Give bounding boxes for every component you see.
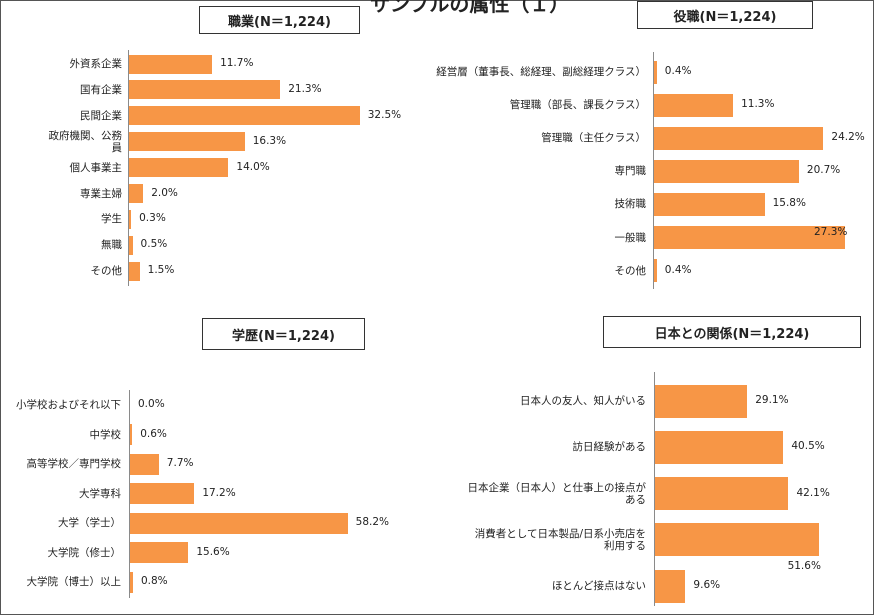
occupation-axis: [128, 50, 129, 286]
occupation-bar: [129, 209, 132, 229]
occupation-category-label: 専業主婦: [80, 187, 122, 200]
occupation-category-label: その他: [90, 265, 123, 278]
occupation-value-label: 14.0%: [236, 160, 270, 173]
japan-bar: [655, 430, 784, 464]
education-value-label: 0.8%: [140, 575, 168, 587]
position-bar: [654, 259, 657, 283]
position-bar: [654, 126, 824, 150]
occupation-category-label: 外資系企業: [69, 58, 123, 70]
occupation-category-label: 政府機関、公務員: [48, 129, 123, 154]
education-category-label: 小学校およびそれ以下: [16, 399, 121, 411]
position-category-label: 管理職（主任クラス）: [541, 132, 646, 145]
occupation-category-label: 個人事業主: [69, 161, 123, 174]
japan-value-label: 40.5%: [791, 440, 825, 453]
japan-value-label: 9.6%: [693, 579, 721, 592]
japan-bar: [655, 523, 819, 557]
occupation-category-label: 学生: [101, 213, 122, 226]
japan-bar: [655, 384, 748, 418]
occupation-value-label: 16.3%: [252, 134, 287, 147]
position-category-label: 一般職: [614, 231, 647, 244]
education-value-label: 7.7%: [166, 457, 194, 469]
position-category-label: その他: [614, 264, 647, 277]
position-category-label: 経営層（董事長、総経理、副総経理クラス）: [436, 66, 646, 78]
education-bar: [130, 453, 159, 475]
occupation-chart-title: 職業(N＝1,224): [199, 6, 360, 34]
occupation-bar: [129, 158, 229, 178]
position-value-label: 20.7%: [806, 164, 841, 177]
japan-category-label: 訪日経験がある: [572, 441, 647, 454]
position-bar: [654, 192, 765, 216]
position-bar: [654, 226, 846, 249]
occupation-bar: [129, 80, 281, 100]
education-chart-title: 学歴(N＝1,224): [202, 318, 365, 350]
education-category-label: 大学専科: [79, 487, 121, 500]
education-category-label: 大学院（博士）以上: [26, 576, 122, 588]
occupation-value-label: 11.7%: [220, 57, 254, 69]
position-value-label: 0.4%: [664, 65, 692, 77]
occupation-value-label: 2.0%: [151, 186, 178, 199]
position-value-label: 11.3%: [741, 98, 775, 111]
position-chart-title: 役職(N＝1,224): [637, 1, 813, 29]
occupation-value-label: 0.3%: [139, 212, 166, 225]
education-category-label: 大学（学士）: [58, 517, 121, 529]
education-category-label: 高等学校／専門学校: [26, 458, 122, 470]
occupation-category-label: 民間企業: [80, 109, 122, 122]
occupation-bar: [129, 235, 133, 255]
position-value-label: 0.4%: [664, 263, 692, 276]
education-value-label: 17.2%: [202, 486, 236, 499]
japan-category-label: ほとんど接点はない: [551, 580, 646, 593]
position-category-label: 専門職: [614, 165, 647, 178]
position-bar: [654, 60, 657, 84]
education-bar: [130, 542, 189, 563]
occupation-bar: [129, 261, 140, 281]
occupation-value-label: 32.5%: [367, 108, 402, 121]
education-value-label: 15.6%: [196, 545, 230, 558]
occupation-value-label: 21.3%: [288, 82, 322, 95]
japan-value-label: 42.1%: [796, 486, 830, 499]
japan-axis: [654, 372, 655, 606]
japan-category-label: 消費者として日本製品/日系小売店を 利用する: [474, 527, 646, 552]
position-category-label: 技術職: [614, 198, 647, 211]
occupation-value-label: 0.5%: [140, 238, 168, 251]
education-bar: [130, 512, 348, 534]
position-category-label: 管理職（部長、課長クラス）: [509, 99, 646, 112]
occupation-bar: [129, 132, 245, 152]
occupation-bar: [129, 106, 360, 126]
position-value-label: 15.8%: [772, 197, 806, 210]
education-bar: [130, 424, 133, 445]
education-value-label: 0.0%: [138, 398, 165, 410]
japan-bar: [655, 477, 789, 511]
occupation-value-label: 1.5%: [147, 264, 175, 277]
japan-bar: [655, 569, 686, 603]
occupation-bar: [129, 184, 144, 203]
page-title: サンプルの属性（１）: [370, 0, 570, 16]
position-value-label: 24.2%: [831, 131, 865, 144]
occupation-bar: [129, 54, 213, 74]
occupation-category-label: 無職: [101, 239, 122, 252]
position-value-label: 27.3%: [814, 225, 848, 238]
occupation-category-label: 国有企業: [80, 83, 122, 96]
japan-value-label: 29.1%: [755, 394, 789, 406]
japan-category-label: 日本企業（日本人）と仕事上の接点が ある: [467, 481, 647, 506]
education-value-label: 58.2%: [355, 516, 390, 528]
education-bar: [130, 571, 133, 593]
education-category-label: 大学院（修士）: [47, 546, 122, 559]
education-bar: [130, 483, 195, 504]
position-axis: [653, 52, 654, 289]
education-category-label: 中学校: [89, 428, 122, 441]
education-value-label: 0.6%: [140, 427, 167, 440]
education-axis: [129, 390, 130, 598]
japan-chart-title: 日本との関係(N＝1,224): [603, 316, 861, 348]
japan-value-label: 51.6%: [787, 559, 821, 572]
japan-category-label: 日本人の友人、知人がいる: [520, 395, 646, 407]
position-bar: [654, 159, 799, 183]
position-bar: [654, 93, 734, 117]
